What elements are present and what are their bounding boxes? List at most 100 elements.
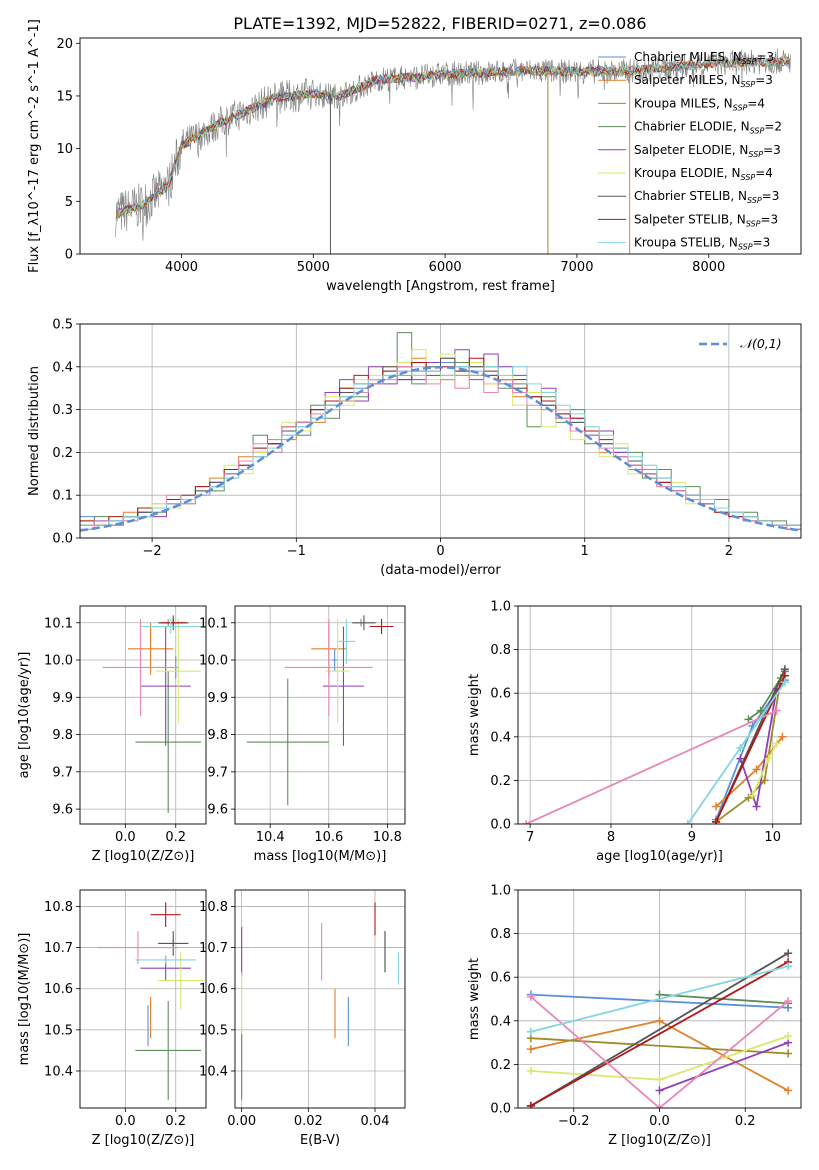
weight-marker [752, 802, 761, 811]
weight-line-9 [530, 965, 789, 1033]
weight-marker [784, 962, 793, 971]
weight-marker [772, 706, 781, 715]
weight-marker [736, 743, 745, 752]
weight-marker [756, 706, 765, 715]
plot-area [102, 615, 201, 813]
axes-frame [79, 37, 802, 255]
weight-marker [522, 820, 531, 824]
x-tick-label: 2 [725, 544, 733, 559]
y-tick-label: 10.7 [44, 941, 73, 956]
y-tick-label: 0.2 [490, 774, 511, 789]
y-tick-label: 0.0 [490, 1102, 511, 1117]
y-tick-label: 10.0 [44, 654, 73, 669]
y-axis-label: Normed distribution [27, 366, 42, 496]
x-axis-label: Z [log10(Z/Z⊙)] [92, 1133, 195, 1148]
x-axis-label: E(B-V) [300, 1133, 340, 1148]
legend-value: =4 [747, 96, 765, 110]
y-tick-label: 15 [56, 89, 73, 104]
y-axis-label: age [log10(age/yr)] [17, 652, 32, 779]
panel-age-vs-z: 0.0 0.2 9.6 9.7 9.8 9.9 10.0 10.1 Z [log10(Z/Z⊙)… [17, 605, 207, 864]
axes-frame [517, 605, 802, 825]
plot-area [80, 332, 801, 538]
x-tick-label: 9 [688, 830, 696, 845]
weight-line-2 [715, 677, 782, 823]
x-tick-label: 0.2 [735, 1114, 756, 1129]
y-tick-label: 0.4 [490, 1014, 511, 1029]
y-tick-label: 9.9 [52, 691, 73, 706]
x-axis-label: age [log10(age/yr)] [596, 849, 723, 864]
x-tick-label: 0.0 [115, 1114, 136, 1129]
y-tick-label: 9.6 [207, 803, 228, 818]
weight-line-8 [525, 709, 778, 824]
y-tick-label: 0.6 [490, 971, 511, 986]
legend-value: =3 [755, 73, 773, 87]
legend-text: Kroupa STELIB, N [634, 236, 738, 250]
legend-subscript: SSP [741, 173, 756, 182]
weight-line-8 [530, 996, 789, 1108]
panel-age-vs-mass: 10.4 10.6 10.8 9.6 9.7 9.8 9.9 10.0 10.1 mass [lo… [199, 605, 406, 864]
x-axis-label: (data-model)/error [380, 563, 501, 578]
y-tick-label: 9.7 [52, 765, 73, 780]
axes-frame [79, 889, 207, 1109]
legend-value: =3 [756, 50, 774, 64]
legend-text: Kroupa MILES, N [634, 96, 733, 110]
weight-marker [784, 997, 793, 1006]
y-tick-label: 10.5 [199, 1023, 228, 1038]
x-tick-label: 7 [526, 830, 534, 845]
x-tick-label: −0.2 [558, 1114, 590, 1129]
y-tick-label: 5 [65, 195, 73, 210]
panel-mass-vs-ebv: 0.00 0.02 0.04 10.4 10.5 10.6 10.7 10.8 E(B-V) [199, 889, 406, 1148]
y-tick-label: 0.5 [52, 318, 73, 333]
x-tick-label: 6000 [429, 260, 462, 275]
y-tick-label: 10.5 [44, 1023, 73, 1038]
y-tick-label: 0.8 [490, 643, 511, 658]
legend-value: =3 [763, 143, 781, 157]
plot-area [522, 665, 789, 824]
weight-marker [748, 791, 757, 800]
y-tick-label: 0.6 [490, 687, 511, 702]
y-tick-label: 20 [56, 37, 73, 52]
y-tick-label: 10.8 [44, 900, 73, 915]
legend-subscript: SSP [733, 103, 748, 112]
legend-value: =3 [753, 236, 771, 250]
x-axis-label: Z [log10(Z/Z⊙)] [608, 1133, 711, 1148]
weight-marker [683, 820, 692, 824]
y-tick-label: 9.9 [207, 691, 228, 706]
weight-line-4 [659, 1041, 789, 1092]
legend-subscript: SSP [741, 80, 756, 89]
weight-marker [764, 754, 773, 763]
x-tick-label: 0.2 [165, 830, 186, 845]
weight-marker [760, 776, 769, 785]
legend-label: Salpeter ELODIE, NSSP=3 [634, 143, 781, 159]
legend-subscript: SSP [742, 57, 757, 66]
figure-title: PLATE=1392, MJD=52822, FIBERID=0271, z=0… [233, 14, 646, 33]
weight-line-0 [530, 993, 789, 1009]
y-tick-label: 10.8 [199, 900, 228, 915]
legend-subscript: SSP [747, 196, 762, 205]
y-tick-label: 10.1 [44, 616, 73, 631]
x-tick-label: −1 [287, 544, 306, 559]
y-tick-label: 0.8 [490, 927, 511, 942]
legend-value: =4 [755, 166, 773, 180]
x-tick-label: 0.0 [115, 830, 136, 845]
data-spectrum [115, 48, 791, 241]
y-tick-label: 10.1 [199, 616, 228, 631]
weight-marker [526, 1045, 535, 1054]
y-tick-label: 10.6 [44, 982, 73, 997]
y-tick-label: 9.7 [207, 765, 228, 780]
x-tick-label: 10.8 [373, 830, 402, 845]
weight-line-6 [530, 952, 789, 1107]
x-axis-label: wavelength [Angstrom, rest frame] [326, 279, 555, 294]
weight-marker [712, 817, 721, 824]
model-spectrum-8 [118, 56, 790, 218]
normal-curve [80, 366, 801, 532]
y-tick-label: 10 [56, 142, 73, 157]
model-spectrum-6 [117, 57, 791, 219]
plot-area [115, 48, 791, 254]
weight-marker [784, 1049, 793, 1058]
legend-label: Kroupa STELIB, NSSP=3 [634, 236, 770, 252]
x-tick-label: 0.2 [165, 1114, 186, 1129]
y-tick-label: 10.6 [199, 982, 228, 997]
legend-text: Chabrier STELIB, N [634, 189, 747, 203]
